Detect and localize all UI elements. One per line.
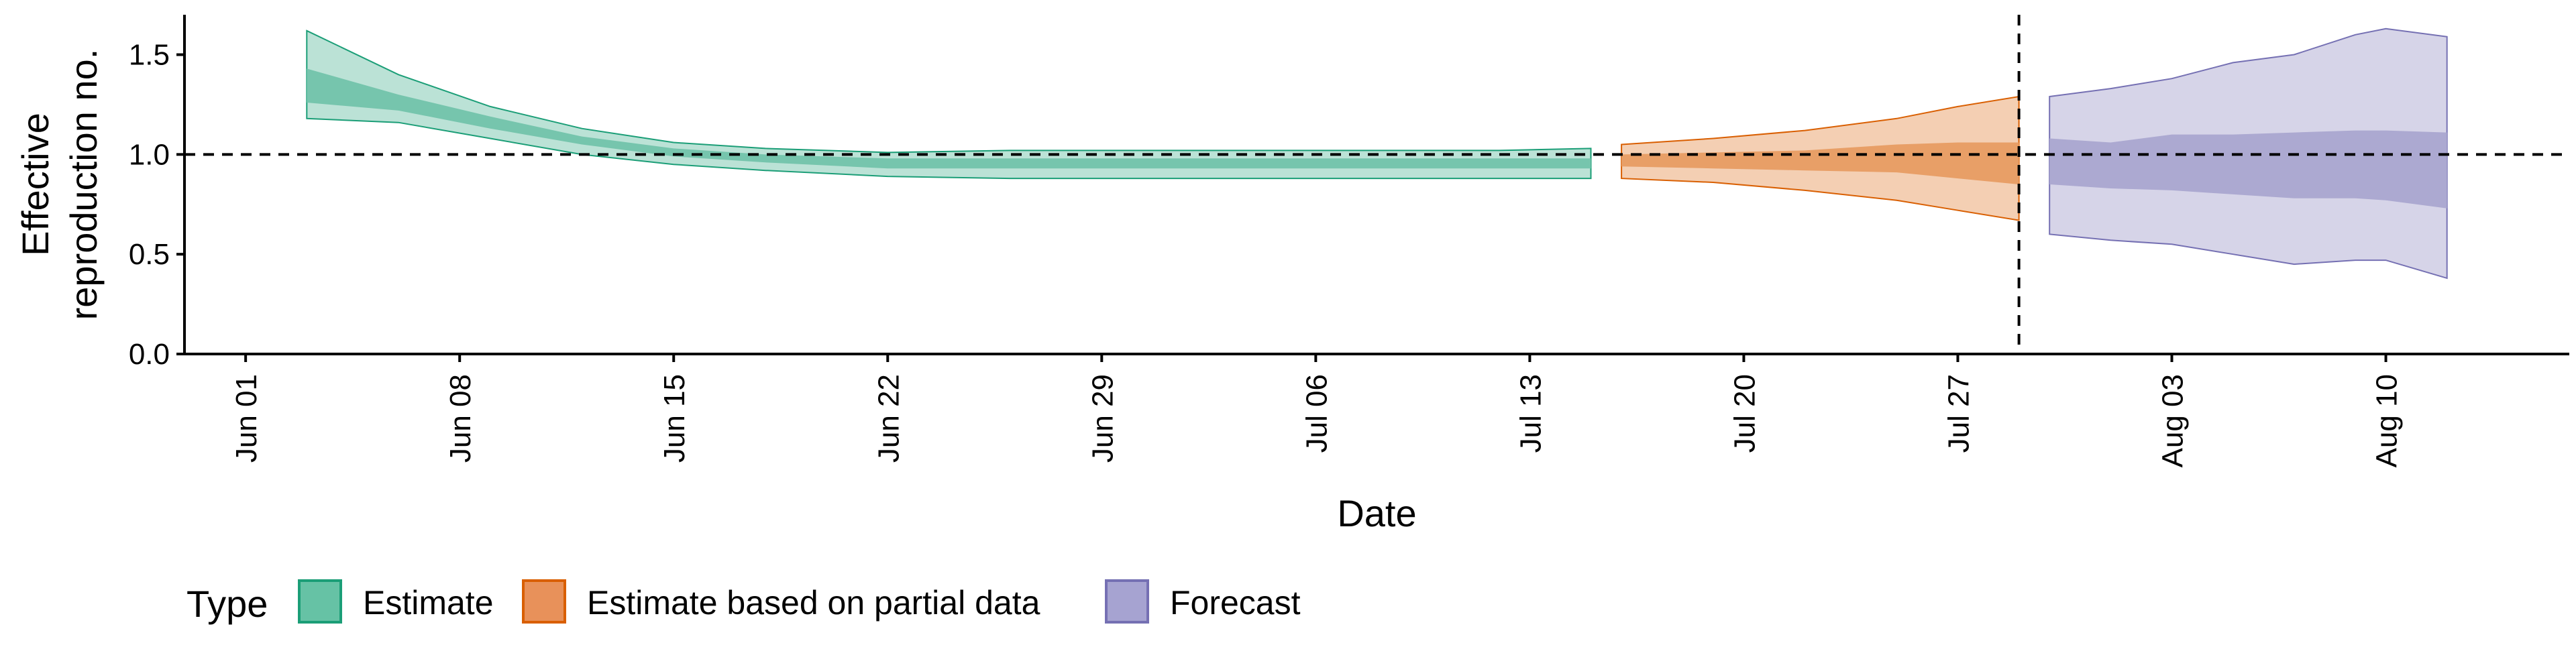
y-ticks: 0.0 0.5 1.0 1.5 [129, 39, 184, 371]
x-tick-label: Jun 22 [872, 374, 905, 463]
x-tick-label: Jun 15 [658, 374, 691, 463]
x-tick-label: Jun 01 [230, 374, 263, 463]
x-tick-label: Aug 03 [2157, 374, 2190, 467]
legend-label-1: Estimate based on partial data [587, 584, 1040, 622]
x-tick-label: Jul 06 [1300, 374, 1333, 453]
legend-key-0 [298, 579, 342, 624]
band-inner-2 [2049, 130, 2447, 209]
band-outer-0 [306, 30, 1592, 180]
band-layer [306, 27, 2448, 280]
x-tick-label: Jun 29 [1086, 374, 1119, 463]
legend-key-2 [1105, 579, 1149, 624]
x-ticks: Jun 01 Jun 08 Jun 15 Jun 22 Jun 29 Jul 06 Jul … [230, 354, 2404, 467]
y-tick-label: 0.5 [129, 238, 170, 271]
band-inner-1 [1621, 142, 2019, 184]
x-tick-label: Aug 10 [2371, 374, 2404, 467]
reference-lines [184, 15, 2569, 354]
x-tick-label: Jul 20 [1728, 374, 1761, 453]
y-axis-title-line-2: reproduction no. [62, 49, 105, 320]
legend: Type Estimate Estimate based on partial d… [186, 579, 1301, 625]
y-tick-label: 0.0 [129, 338, 170, 371]
y-tick-label: 1.5 [129, 39, 170, 72]
legend-key-1 [522, 579, 566, 624]
legend-label-2: Forecast [1170, 584, 1301, 622]
x-tick-label: Jun 08 [444, 374, 477, 463]
band-inner-0 [307, 68, 1591, 169]
y-tick-label: 1.0 [129, 138, 170, 171]
legend-title: Type [186, 583, 268, 625]
x-tick-label: Jul 13 [1514, 374, 1547, 453]
x-axis-title: Date [1337, 492, 1416, 534]
legend-label-0: Estimate [363, 584, 494, 622]
y-axis-title-line-1: Effective [14, 113, 56, 256]
x-tick-label: Jul 27 [1942, 374, 1975, 453]
